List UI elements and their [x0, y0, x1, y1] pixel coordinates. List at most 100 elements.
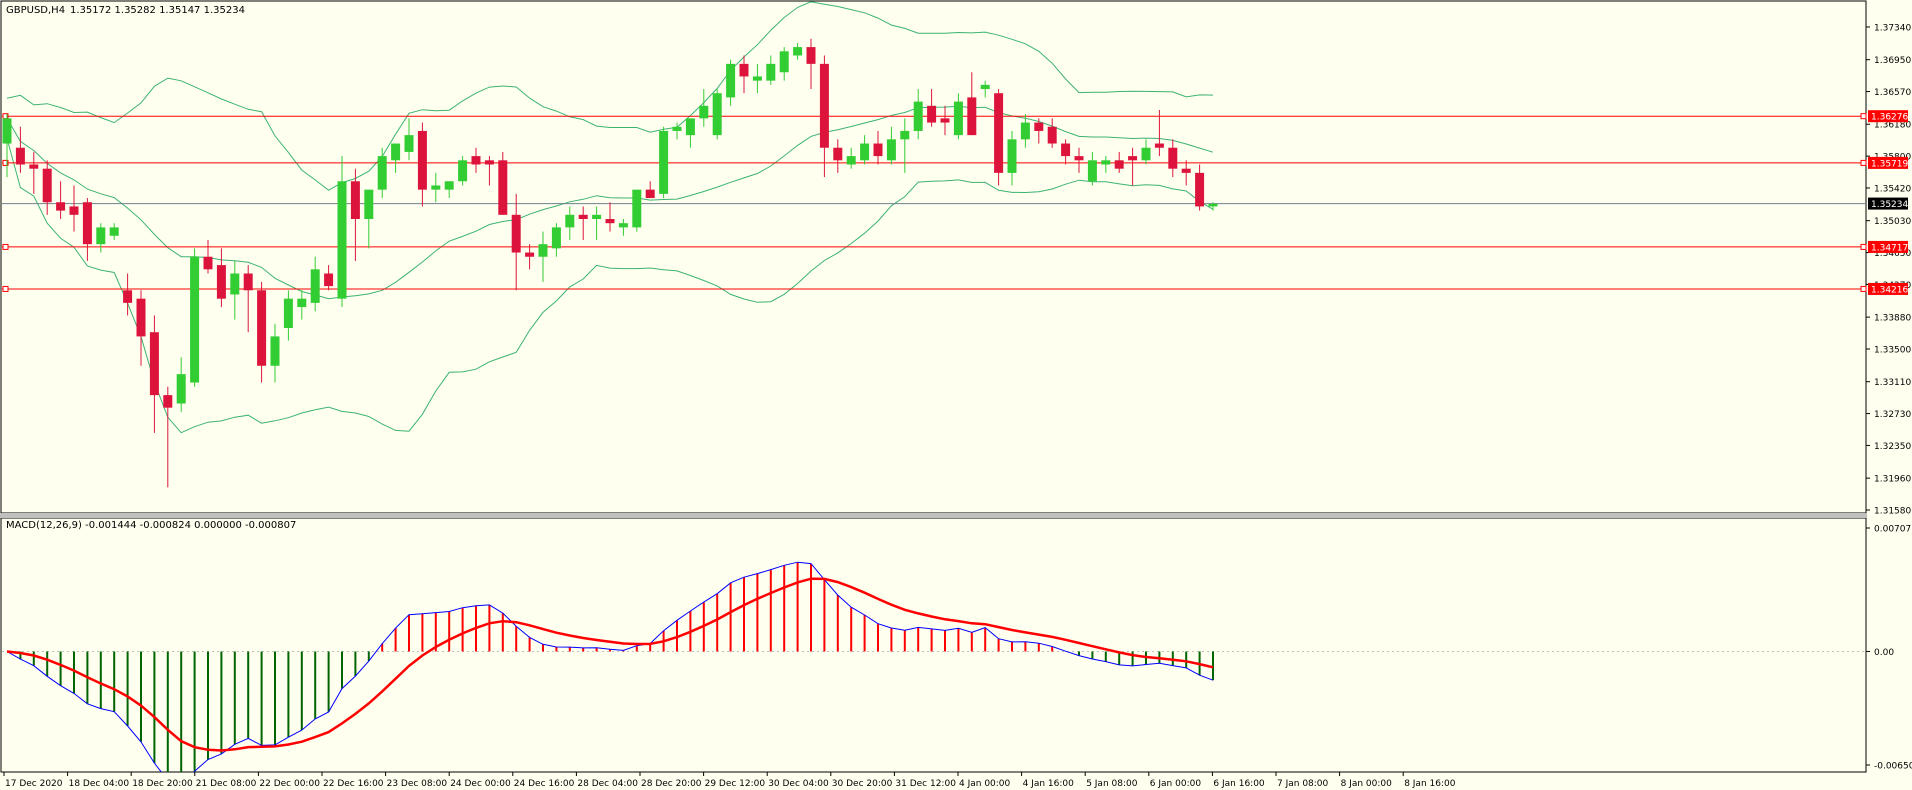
candle — [82, 198, 92, 261]
candle — [980, 80, 990, 98]
macd-axis-label: 0.00 — [1874, 648, 1894, 658]
time-axis-label: 30 Dec 20:00 — [832, 779, 893, 789]
time-axis-label: 28 Dec 04:00 — [577, 779, 638, 789]
candle-body — [940, 118, 950, 123]
candle-body — [860, 143, 870, 161]
level-handle[interactable] — [1860, 159, 1867, 166]
level-handle[interactable] — [2, 285, 9, 292]
candle — [257, 281, 267, 383]
candle-body — [203, 256, 213, 270]
price-axis-label: 1.32350 — [1874, 442, 1911, 452]
candle — [69, 185, 79, 232]
candle-body — [297, 298, 307, 308]
time-axis-label: 4 Jan 16:00 — [1023, 779, 1075, 789]
candle — [1034, 118, 1044, 144]
candle-body — [578, 214, 588, 220]
time-axis-label: 5 Jan 08:00 — [1086, 779, 1138, 789]
level-handle[interactable] — [2, 159, 9, 166]
price-tag-label: 1.34216 — [1871, 285, 1908, 295]
candle — [1047, 118, 1057, 148]
candle — [886, 126, 896, 165]
time-axis-label: 31 Dec 12:00 — [895, 779, 956, 789]
level-handle[interactable] — [1860, 285, 1867, 292]
candle-body — [1168, 147, 1178, 169]
candle-body — [82, 202, 92, 245]
candle — [324, 265, 334, 291]
candle — [927, 89, 937, 127]
candle — [565, 206, 575, 240]
price-level-labels: 1.36276 1.35719 1.35234 1.34717 1.34216 — [1868, 110, 1908, 295]
price-axis-label: 1.31580 — [1874, 507, 1911, 517]
candle — [511, 193, 521, 291]
candle — [1195, 164, 1205, 211]
candle-body — [42, 168, 52, 203]
candle — [350, 168, 360, 261]
candle — [109, 223, 119, 240]
price-axis-label: 1.35030 — [1874, 217, 1911, 227]
candle — [578, 206, 588, 240]
candle-body — [699, 105, 709, 119]
candle — [163, 386, 173, 488]
level-handle[interactable] — [1860, 243, 1867, 250]
candle — [1168, 139, 1178, 178]
candle-body — [163, 395, 173, 408]
time-axis-label: 18 Dec 20:00 — [132, 779, 193, 789]
symbol-header: GBPUSD,H4 — [6, 5, 65, 16]
candle-body — [980, 84, 990, 90]
candle — [1128, 147, 1138, 186]
time-axis-label: 17 Dec 2020 — [5, 779, 63, 789]
price-tag-label: 1.35719 — [1871, 159, 1908, 169]
candle — [538, 231, 548, 282]
candle-body — [176, 374, 186, 404]
candle-body — [136, 298, 146, 337]
candle-body — [712, 93, 722, 136]
time-axis-label: 4 Jan 00:00 — [959, 779, 1011, 789]
panel-splitter[interactable] — [0, 513, 1867, 518]
candle-body — [779, 51, 789, 73]
candle-body — [109, 227, 119, 236]
candle — [216, 248, 226, 308]
macd-indicator — [2, 561, 1866, 772]
bb-lower-line — [6, 138, 1214, 434]
candle — [1020, 114, 1030, 148]
candle — [1114, 151, 1124, 173]
candle-body — [123, 290, 133, 303]
candle-body — [632, 189, 642, 228]
candle — [752, 63, 762, 94]
candle-body — [1195, 172, 1205, 207]
ohlc-readout: 1.35172 1.35282 1.35147 1.35234 — [70, 5, 245, 16]
candle — [1154, 109, 1164, 157]
candle — [417, 122, 427, 207]
candle-body — [806, 47, 816, 64]
candle-body — [2, 118, 12, 144]
candle-body — [685, 118, 695, 136]
candle-body — [1034, 122, 1044, 131]
candle — [1141, 139, 1151, 165]
candle-body — [752, 76, 762, 81]
time-axis-label: 30 Dec 04:00 — [768, 779, 829, 789]
candle-body — [377, 156, 387, 190]
candle — [136, 290, 146, 366]
candle-body — [793, 47, 803, 56]
price-axis-label: 1.36950 — [1874, 56, 1911, 66]
candle — [525, 244, 535, 270]
candle-body — [833, 147, 843, 161]
candle — [391, 143, 401, 173]
candle — [471, 147, 481, 173]
candle-body — [364, 189, 374, 220]
price-axis-label: 1.33500 — [1874, 345, 1911, 355]
time-axis[interactable]: 17 Dec 2020 18 Dec 04:00 18 Dec 20:00 21 De… — [3, 772, 1456, 789]
candle-body — [873, 143, 883, 157]
candle-body — [257, 290, 267, 366]
level-handle[interactable] — [2, 243, 9, 250]
level-price-tag — [1868, 110, 1908, 123]
candle-body — [1047, 126, 1057, 144]
level-handle[interactable] — [1860, 113, 1867, 120]
price-tag-label: 1.36276 — [1871, 113, 1908, 123]
candle — [270, 323, 280, 383]
price-axis-label: 1.35420 — [1874, 184, 1911, 194]
candle — [96, 223, 106, 253]
candle-body — [149, 332, 159, 396]
candle — [1101, 156, 1111, 173]
